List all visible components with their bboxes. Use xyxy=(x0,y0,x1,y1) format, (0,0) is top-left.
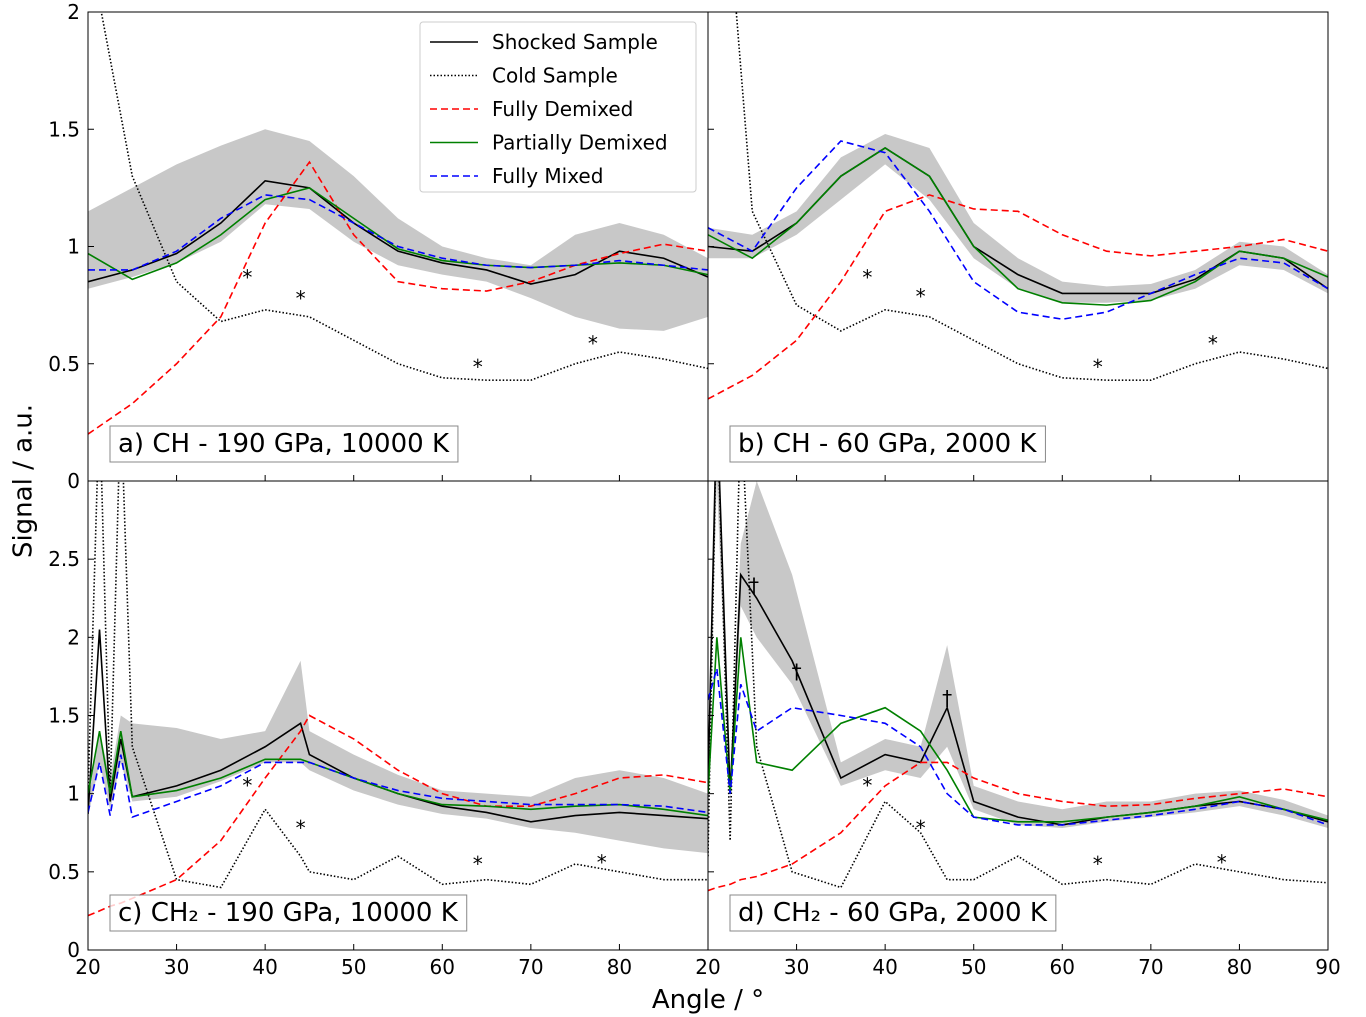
series-line xyxy=(708,147,1328,306)
plot-area xyxy=(708,12,1328,400)
annotation: * xyxy=(588,331,598,355)
plot-area xyxy=(708,481,1328,892)
panel-label-box xyxy=(729,894,1057,932)
annotation: * xyxy=(296,816,306,840)
y-tick-label: 0.5 xyxy=(48,860,80,884)
panel-label-box xyxy=(109,894,468,932)
panel-label: b) CH - 60 GPa, 2000 K xyxy=(738,429,1037,459)
series-line xyxy=(88,179,708,285)
plot-area xyxy=(88,481,708,917)
annotation: † xyxy=(749,574,759,598)
y-tick-label: 2 xyxy=(67,625,80,649)
series-line xyxy=(708,668,1328,826)
y-tick-label: 2.5 xyxy=(48,547,80,571)
annotation: * xyxy=(597,850,607,874)
series-line xyxy=(88,194,708,271)
x-tick-label: 50 xyxy=(961,955,986,979)
series-line xyxy=(708,194,1328,400)
y-tick-label: 0 xyxy=(67,469,80,493)
series-line xyxy=(735,12,1328,381)
x-axis-label: Angle / ° xyxy=(652,985,764,1015)
x-tick-label: 40 xyxy=(872,955,897,979)
annotation: † xyxy=(792,660,802,684)
y-tick-label: 1.5 xyxy=(48,117,80,141)
x-tick-label: 50 xyxy=(341,955,366,979)
x-tick-label: 80 xyxy=(1227,955,1252,979)
series-line xyxy=(100,12,708,381)
x-tick-label: 40 xyxy=(252,955,277,979)
axes-frame xyxy=(87,480,709,951)
plot-area xyxy=(88,12,708,435)
annotation: * xyxy=(1093,852,1103,876)
series-line xyxy=(88,629,708,823)
annotation: * xyxy=(473,355,483,379)
legend-label: Fully Demixed xyxy=(492,97,633,121)
series-line xyxy=(708,140,1328,321)
annotation: * xyxy=(1208,331,1218,355)
y-tick-label: 0.5 xyxy=(48,352,80,376)
annotation: * xyxy=(242,774,252,798)
x-tick-label: 20 xyxy=(695,955,720,979)
uncertainty-band xyxy=(708,133,1328,303)
y-tick-label: 0 xyxy=(67,938,80,962)
panel-label-box xyxy=(729,425,1046,463)
y-tick-label: 1 xyxy=(67,782,80,806)
uncertainty-band xyxy=(708,481,1328,829)
series-line xyxy=(708,637,1328,823)
x-tick-label: 60 xyxy=(1050,955,1075,979)
panel-label: a) CH - 190 GPa, 10000 K xyxy=(118,429,450,459)
series-line xyxy=(708,761,1328,892)
legend-label: Cold Sample xyxy=(492,64,618,88)
x-tick-label: 90 xyxy=(1315,955,1340,979)
annotation: * xyxy=(473,852,483,876)
legend-label: Fully Mixed xyxy=(492,164,603,188)
x-tick-label: 30 xyxy=(164,955,189,979)
y-axis-label: Signal / a.u. xyxy=(9,404,39,558)
annotation: * xyxy=(916,284,926,308)
panel-label: c) CH₂ - 190 GPa, 10000 K xyxy=(118,898,459,928)
series-line xyxy=(88,187,708,281)
annotation: † xyxy=(942,686,952,710)
panel-label-box xyxy=(109,425,459,463)
x-tick-label: 70 xyxy=(518,955,543,979)
legend-box xyxy=(419,21,697,193)
annotation: * xyxy=(296,287,306,311)
annotation: * xyxy=(862,266,872,290)
y-tick-label: 1.5 xyxy=(48,704,80,728)
series-line xyxy=(88,160,708,435)
y-tick-label: 2 xyxy=(67,0,80,24)
panel-label: d) CH₂ - 60 GPa, 2000 K xyxy=(738,898,1048,928)
annotation: * xyxy=(1093,355,1103,379)
axes-frame xyxy=(707,480,1329,951)
uncertainty-band xyxy=(88,129,708,331)
x-tick-label: 70 xyxy=(1138,955,1163,979)
annotation: * xyxy=(862,774,872,798)
x-tick-label: 20 xyxy=(75,955,100,979)
annotation: * xyxy=(242,266,252,290)
x-tick-label: 80 xyxy=(607,955,632,979)
uncertainty-band xyxy=(88,660,708,854)
series-line xyxy=(88,754,708,819)
y-tick-label: 1 xyxy=(67,235,80,259)
legend-label: Shocked Sample xyxy=(492,30,658,54)
x-tick-label: 60 xyxy=(430,955,455,979)
legend-label: Partially Demixed xyxy=(492,131,668,155)
x-tick-label: 30 xyxy=(784,955,809,979)
annotation: * xyxy=(1217,850,1227,874)
annotation: * xyxy=(916,816,926,840)
